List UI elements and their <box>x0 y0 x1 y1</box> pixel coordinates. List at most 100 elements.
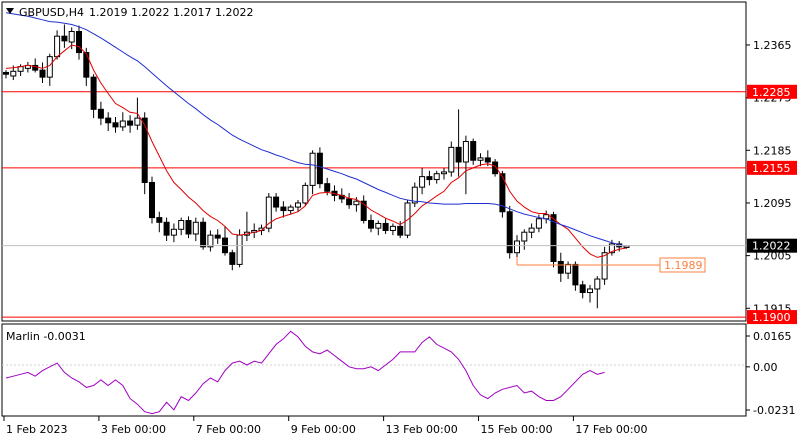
candle-body-bear <box>127 120 134 126</box>
price-annotation: 1.1989 <box>516 256 706 273</box>
candle <box>368 214 374 233</box>
price-tick-label: 1.2095 <box>753 197 792 210</box>
candle-body-bull <box>46 56 53 78</box>
candle-body-bull <box>287 206 294 212</box>
candle-body-bull <box>134 117 141 126</box>
candle-body-bull <box>170 228 177 236</box>
candle <box>433 170 440 184</box>
candle <box>265 193 272 233</box>
candle <box>389 223 396 236</box>
candle-body-bull <box>411 186 418 204</box>
candle-body-bull <box>54 35 61 58</box>
candle <box>404 200 411 239</box>
candle <box>97 101 104 126</box>
candle <box>309 150 316 195</box>
candle-body-bull <box>514 240 520 254</box>
candle-body-bear <box>426 176 433 181</box>
candle <box>565 261 572 280</box>
price-pane-frame <box>1 1 747 322</box>
candle-body-bear <box>572 263 579 286</box>
candle-body-bear <box>506 211 513 254</box>
candle <box>587 284 593 303</box>
candle-body-bull <box>565 263 572 274</box>
candle-body-bear <box>455 146 462 163</box>
horizontal-levels <box>2 91 746 318</box>
candle-body-bear <box>499 173 506 213</box>
candle-body-bear <box>368 220 374 229</box>
symbol-label: GBPUSD,H4 <box>19 6 84 19</box>
candle <box>477 153 484 167</box>
candle-body-bull <box>528 227 535 233</box>
candle-body-bear <box>185 220 192 235</box>
candle <box>579 280 586 299</box>
candle <box>61 24 68 48</box>
candle <box>178 217 185 236</box>
ohlc-label: 1.2019 1.2022 1.2017 1.2022 <box>89 6 253 19</box>
candle <box>112 116 119 133</box>
level-label-bg <box>747 84 797 99</box>
candle-body-bull <box>119 120 126 128</box>
annotation-label: 1.1989 <box>664 259 703 272</box>
candle <box>127 115 134 133</box>
indicator-line <box>5 330 605 415</box>
candle-body-bear <box>324 183 331 192</box>
ma-slow-line <box>5 12 627 247</box>
candle-body-bear <box>163 221 170 236</box>
candle <box>3 70 9 79</box>
candle <box>419 167 426 195</box>
candle <box>397 221 404 239</box>
time-tick-label: 3 Feb 00:00 <box>101 423 166 436</box>
candle <box>149 176 155 224</box>
candle-body-bull <box>375 222 382 229</box>
candle <box>594 276 601 309</box>
candle-body-bear <box>484 157 491 163</box>
candle-body-bull <box>601 252 608 280</box>
candle-body-bull <box>178 220 185 230</box>
candle-body-bear <box>360 200 367 222</box>
candle-body-bear <box>492 161 499 175</box>
candle-body-bear <box>280 206 287 212</box>
candle <box>273 193 280 212</box>
price-tick-label: 1.2185 <box>753 144 792 157</box>
candle <box>214 229 221 244</box>
time-tick-label: 9 Feb 00:00 <box>291 423 356 436</box>
candle-body-bear <box>214 234 221 239</box>
candle-body-bull <box>68 31 75 43</box>
time-tick-label: 1 Feb 2023 <box>6 423 67 436</box>
candle-body-bull <box>441 171 447 175</box>
candle-body-bear <box>83 52 90 78</box>
level-label-bg <box>747 160 797 175</box>
candle <box>426 170 433 186</box>
candle <box>119 112 126 131</box>
candle-body-bear <box>90 76 97 110</box>
candle-body-bear <box>105 117 112 124</box>
candle-body-bear <box>470 141 477 161</box>
candle-body-bear <box>112 122 119 128</box>
candle <box>185 216 192 239</box>
price-tick-label: 1.2005 <box>753 250 792 263</box>
collapse-triangle-icon[interactable] <box>6 8 14 14</box>
indicator-tick-label: -0.0231 <box>753 404 795 417</box>
candle <box>295 200 301 212</box>
candle-body-bear <box>39 69 46 78</box>
candle <box>229 249 236 271</box>
level-labels: 1.2285 1.2155 1.1900 <box>747 84 797 325</box>
candle-body-bear <box>3 71 9 75</box>
candle <box>346 193 353 209</box>
candle-body-bull <box>462 141 469 163</box>
candle-body-bull <box>594 278 601 290</box>
candle <box>76 25 82 60</box>
candle <box>375 220 382 236</box>
candle-body-bear <box>316 152 323 185</box>
indicator-axis: 0.0165 0.00 -0.0231 <box>746 330 795 417</box>
candlestick-series <box>3 24 630 309</box>
candle-body-bull <box>302 184 309 204</box>
candle-body-bear <box>32 64 39 71</box>
time-tick-label: 13 Feb 00:00 <box>386 423 458 436</box>
candle-body-bull <box>309 152 316 186</box>
indicator-tick-label: 0.00 <box>753 361 778 374</box>
time-tick-label: 17 Feb 00:00 <box>575 423 647 436</box>
candle-body-bull <box>419 176 426 188</box>
candle-body-bull <box>389 225 396 231</box>
